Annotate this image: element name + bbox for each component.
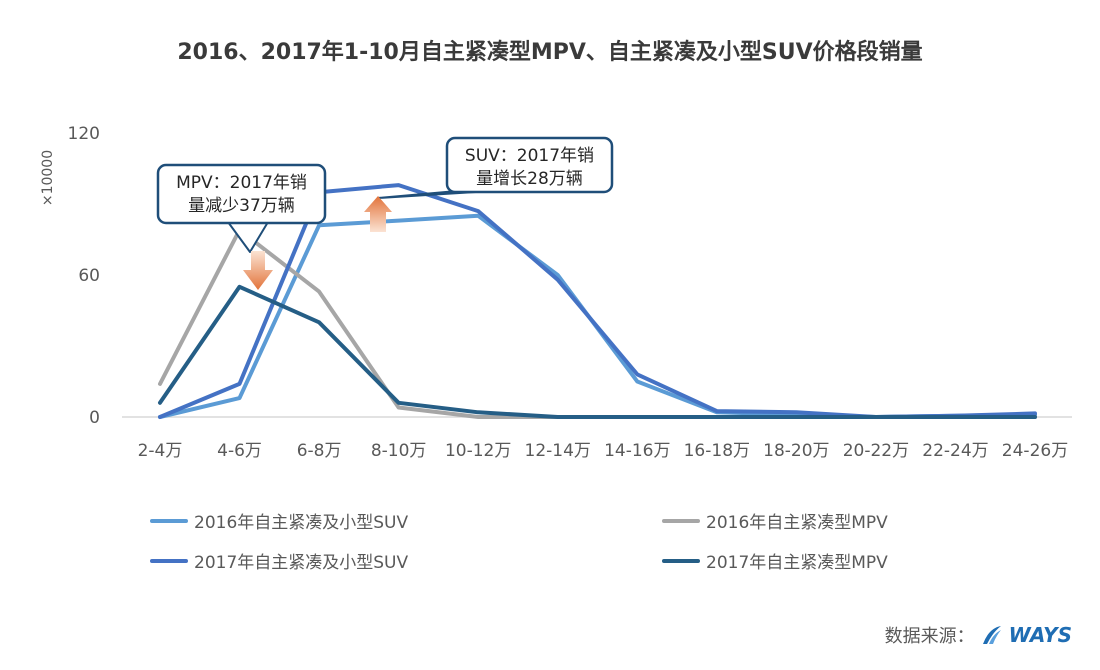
line-chart: 0 60 120 ×10000 2-4万 4-6万 6-8万 8-10万 10-12万 12-1…: [40, 124, 1072, 461]
legend-swatch: [662, 558, 700, 563]
callout-text-line1: SUV：2017年销: [465, 146, 594, 166]
series-line-4: [158, 284, 1037, 419]
legend-item: 2016年自主紧凑型MPV: [662, 508, 888, 533]
legend-swatch: [150, 558, 188, 563]
legend-label: 2017年自主紧凑及小型SUV: [194, 553, 409, 573]
source-note: 数据来源： WAYS: [885, 622, 1072, 648]
legend-label: 2016年自主紧凑型MPV: [706, 513, 888, 533]
x-tick-label: 2-4万: [138, 441, 183, 461]
callout-text-line2: 量减少37万辆: [188, 196, 295, 216]
x-tick-label: 22-24万: [922, 441, 988, 461]
source-label: 数据来源：: [884, 626, 975, 647]
callout-pointer: [227, 221, 269, 253]
series-line-1: [158, 213, 1037, 419]
chart-title: 2016、2017年1-10月自主紧凑型MPV、自主紧凑及小型SUV价格段销量: [177, 40, 923, 65]
y-axis-label: ×10000: [40, 150, 56, 206]
callout-box: [156, 163, 327, 225]
callout-text-line2: 量增长28万辆: [476, 169, 583, 189]
y-axis: 0 60 120 ×10000: [40, 124, 100, 428]
arrow-up-icon: [364, 196, 392, 232]
legend-label: 2017年自主紧凑型MPV: [706, 553, 888, 573]
x-tick-label: 24-26万: [1002, 441, 1068, 461]
brand-name: WAYS: [1008, 623, 1072, 647]
legend-label: 2016年自主紧凑及小型SUV: [194, 513, 409, 533]
x-tick-label: 8-10万: [371, 441, 427, 461]
x-tick-label: 6-8万: [297, 441, 342, 461]
y-tick-label: 60: [78, 266, 100, 286]
x-tick-label: 18-20万: [763, 441, 829, 461]
x-tick-label: 4-6万: [217, 441, 262, 461]
x-tick-label: 12-14万: [525, 441, 591, 461]
callout-box: [445, 136, 614, 194]
callout-text-line1: MPV：2017年销: [176, 173, 307, 193]
x-axis: 2-4万 4-6万 6-8万 8-10万 10-12万 12-14万 14-16万 16-18…: [122, 416, 1072, 461]
x-tick-label: 10-12万: [445, 441, 511, 461]
legend-item: 2016年自主紧凑及小型SUV: [150, 508, 408, 533]
x-tick-label: 16-18万: [684, 441, 750, 461]
legend-swatch: [662, 518, 700, 523]
brand-logo-icon: [981, 624, 1003, 646]
y-tick-label: 120: [68, 124, 100, 144]
arrow-down-icon: [243, 251, 273, 290]
x-tick-label: 20-22万: [843, 441, 909, 461]
y-tick-label: 0: [89, 408, 100, 428]
legend-swatch: [150, 518, 188, 523]
legend-item: 2017年自主紧凑型MPV: [662, 548, 888, 573]
x-tick-label: 14-16万: [604, 441, 670, 461]
legend-item: 2017年自主紧凑及小型SUV: [150, 548, 408, 573]
